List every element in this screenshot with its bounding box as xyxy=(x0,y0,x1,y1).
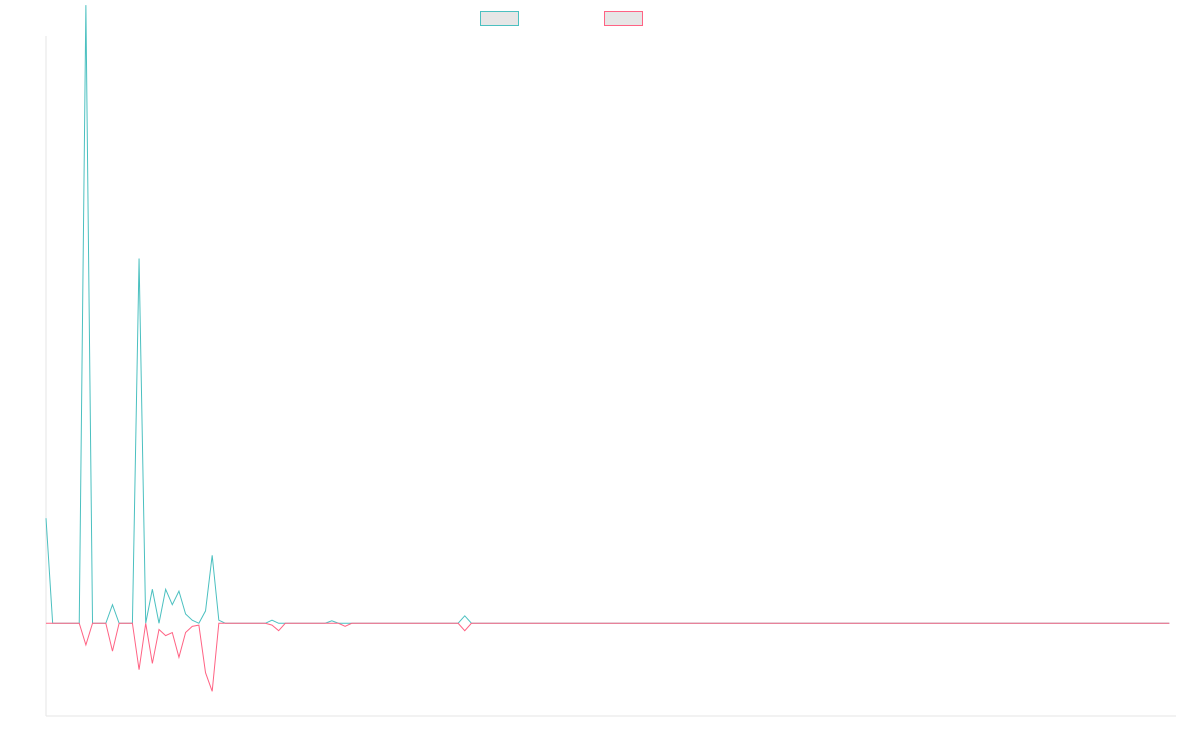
legend-item-series-1[interactable] xyxy=(480,9,527,27)
series-line-1 xyxy=(45,5,1170,624)
legend-swatch-series-2 xyxy=(604,10,643,26)
series-layer xyxy=(45,5,1170,692)
legend xyxy=(0,9,1200,27)
legend-item-series-2[interactable] xyxy=(604,9,651,27)
series-line-2 xyxy=(46,622,1170,692)
legend-swatch-series-1 xyxy=(480,10,519,26)
axes xyxy=(45,36,1176,717)
